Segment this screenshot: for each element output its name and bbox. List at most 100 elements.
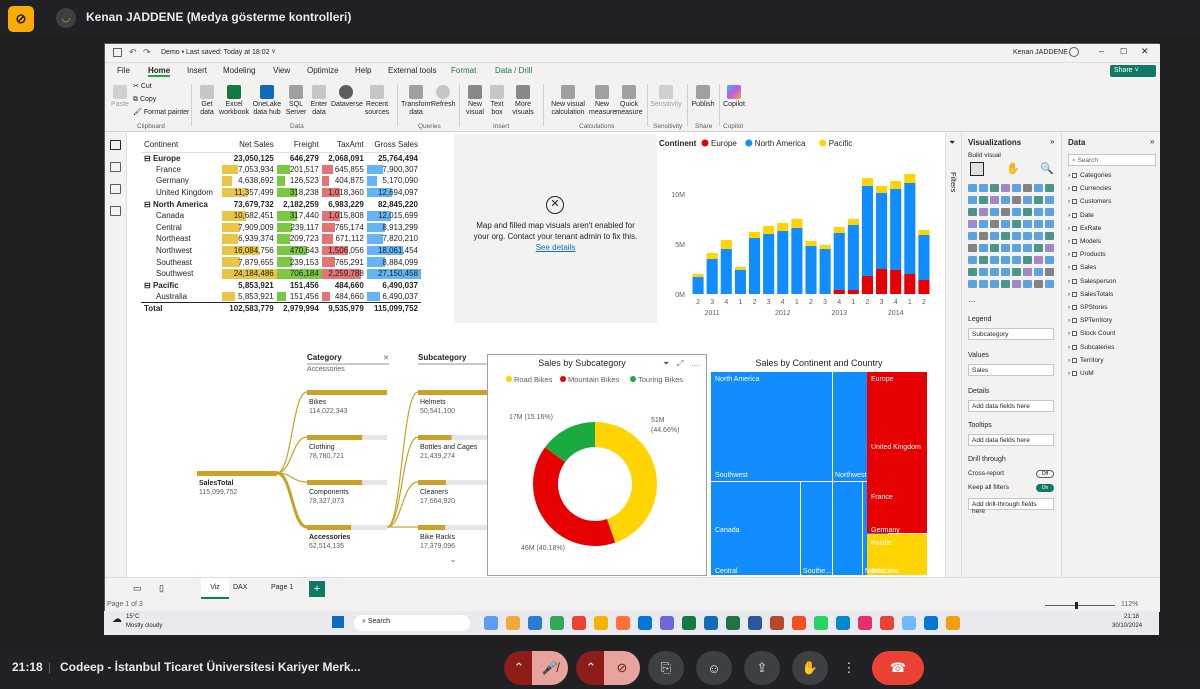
matrix-col-header[interactable]: Net Sales <box>222 138 277 152</box>
legend-well[interactable]: Subcategory <box>968 328 1054 340</box>
more-options-icon[interactable]: ··· <box>968 297 976 306</box>
save-icon[interactable] <box>113 48 122 57</box>
copilot-button[interactable]: Copilot <box>721 85 747 109</box>
taskbar-app-icon[interactable] <box>814 616 828 630</box>
matrix-row[interactable]: Canada 10,682,451 317,440 1,015,808 12,015,6… <box>141 210 421 222</box>
camera-off-button[interactable]: ⊘ <box>604 651 640 685</box>
expand-icon[interactable]: › <box>1068 238 1070 245</box>
visual-type-icon[interactable] <box>979 232 988 240</box>
taskbar-app-icon[interactable] <box>638 616 652 630</box>
collapse-icon[interactable]: ⊟ <box>144 281 153 290</box>
analytics-icon[interactable]: 🔍 <box>1040 162 1054 175</box>
expand-icon[interactable]: › <box>1068 330 1070 337</box>
menu-file[interactable]: File <box>117 66 130 75</box>
drill-through-well[interactable]: Add drill-through fields here <box>968 498 1054 510</box>
visual-type-icon[interactable] <box>979 244 988 252</box>
taskbar-app-icon[interactable] <box>660 616 674 630</box>
bar-segment[interactable] <box>834 233 845 290</box>
bar-segment[interactable] <box>848 219 859 225</box>
matrix-row[interactable]: Australia 5,853,921 151,456 484,660 6,490,03… <box>141 291 421 303</box>
map-error-visual[interactable]: ✕ Map and filled map visuals aren't enab… <box>454 134 657 323</box>
stacked-column-chart[interactable]: Continent Europe North America Pacific 0M 5M 1… <box>657 134 937 319</box>
data-table-item[interactable]: Stock Count <box>1080 330 1115 337</box>
visual-type-icon[interactable] <box>1045 220 1054 228</box>
visual-type-icon[interactable] <box>1045 268 1054 276</box>
visual-type-icon[interactable] <box>1001 244 1010 252</box>
taskbar-app-icon[interactable] <box>924 616 938 630</box>
matrix-row[interactable]: Southwest 24,184,486 706,184 2,259,788 27,15… <box>141 268 421 280</box>
taskbar-app-icon[interactable] <box>550 616 564 630</box>
matrix-row[interactable]: Northwest 16,084,756 470,643 1,506,056 18,06… <box>141 245 421 257</box>
tab-viz[interactable]: Viz <box>201 578 229 599</box>
data-table-item[interactable]: Categories <box>1080 172 1111 179</box>
bar-segment[interactable] <box>876 269 887 294</box>
visual-type-icon[interactable] <box>1023 280 1032 288</box>
visual-type-icon[interactable] <box>1023 244 1032 252</box>
visual-type-icon[interactable] <box>1012 244 1021 252</box>
copy-button[interactable]: ⧉ Copy <box>133 96 156 104</box>
publish-button[interactable]: Publish <box>691 85 715 109</box>
filters-pane-collapsed[interactable]: ⏷ Filters <box>945 132 961 582</box>
bar-segment[interactable] <box>763 226 774 234</box>
matrix-row[interactable]: ⊟ North America 73,679,732 2,182,259 6,983,… <box>141 198 421 210</box>
enter-data-button[interactable]: Enter data <box>308 85 330 117</box>
data-table-item[interactable]: SalesTotals <box>1080 291 1113 298</box>
menu-modeling[interactable]: Modeling <box>223 66 255 75</box>
expand-icon[interactable]: › <box>1068 212 1070 219</box>
bar-segment[interactable] <box>805 241 816 246</box>
dax-query-view-icon[interactable] <box>110 206 121 216</box>
expand-icon[interactable]: › <box>1068 291 1070 298</box>
taskbar-app-icon[interactable] <box>594 616 608 630</box>
present-button[interactable]: ⇪ <box>744 651 780 685</box>
zoom-slider[interactable] <box>1045 605 1115 606</box>
visual-type-icon[interactable] <box>1012 196 1021 204</box>
bar-segment[interactable] <box>777 231 788 294</box>
expand-icon[interactable]: › <box>1068 357 1070 364</box>
bar-segment[interactable] <box>707 253 718 259</box>
data-table-item[interactable]: SPTerritory <box>1080 317 1112 324</box>
new-measure-button[interactable]: New measure <box>589 85 615 117</box>
visual-type-icon[interactable] <box>1023 268 1032 276</box>
tab-dax[interactable]: DAX <box>233 584 247 591</box>
data-table-item[interactable]: Currencies <box>1080 185 1111 192</box>
menu-home[interactable]: Home <box>148 66 170 77</box>
visual-type-icon[interactable] <box>1045 244 1054 252</box>
share-button[interactable]: Share ˅ <box>1110 65 1156 77</box>
visual-type-icon[interactable] <box>1034 220 1043 228</box>
visual-type-icon[interactable] <box>1034 184 1043 192</box>
bar-segment[interactable] <box>918 235 929 280</box>
build-visual-icon[interactable] <box>970 162 984 176</box>
visual-type-icon[interactable] <box>979 208 988 216</box>
excel-button[interactable]: Excel workbook <box>219 85 249 117</box>
format-painter-button[interactable]: 🖌 Format painter <box>133 109 189 117</box>
visual-type-icon[interactable] <box>1012 256 1021 264</box>
values-well[interactable]: Sales <box>968 364 1054 376</box>
menu-data-drill[interactable]: Data / Drill <box>495 66 532 75</box>
matrix-row[interactable]: ⊟ Pacific 5,853,921 151,456 484,660 6,490,03… <box>141 280 421 292</box>
text-box-button[interactable]: Text box <box>487 85 507 117</box>
bar-segment[interactable] <box>834 290 845 294</box>
visual-type-icon[interactable] <box>968 232 977 240</box>
data-search-input[interactable]: ⌕ Search <box>1068 154 1156 166</box>
bar-segment[interactable] <box>862 276 873 294</box>
bar-segment[interactable] <box>820 245 831 249</box>
bar-segment[interactable] <box>777 223 788 231</box>
visual-type-icon[interactable] <box>1001 232 1010 240</box>
visual-type-icon[interactable] <box>968 196 977 204</box>
expand-icon[interactable]: › <box>1068 317 1070 324</box>
menu-optimize[interactable]: Optimize <box>307 66 339 75</box>
matrix-row[interactable]: United Kingdom 11,357,499 318,238 1,018,360… <box>141 187 421 199</box>
visual-type-icon[interactable] <box>1034 196 1043 204</box>
visual-type-icon[interactable] <box>1023 196 1032 204</box>
matrix-row[interactable]: Total 102,583,779 2,979,994 9,535,979 115,09… <box>141 303 421 315</box>
visual-type-icon[interactable] <box>1012 208 1021 216</box>
expand-icon[interactable]: › <box>1068 172 1070 179</box>
minimize-icon[interactable]: – <box>1099 46 1104 56</box>
taskbar-app-icon[interactable] <box>726 616 740 630</box>
data-table-item[interactable]: Subcateries <box>1080 344 1114 351</box>
menu-view[interactable]: View <box>273 66 290 75</box>
matrix-row[interactable]: Northeast 6,939,374 209,723 671,112 7,820,21… <box>141 233 421 245</box>
sql-server-button[interactable]: SQL Server <box>285 85 307 117</box>
visual-type-icon[interactable] <box>990 184 999 192</box>
maximize-icon[interactable]: ☐ <box>1120 47 1127 56</box>
